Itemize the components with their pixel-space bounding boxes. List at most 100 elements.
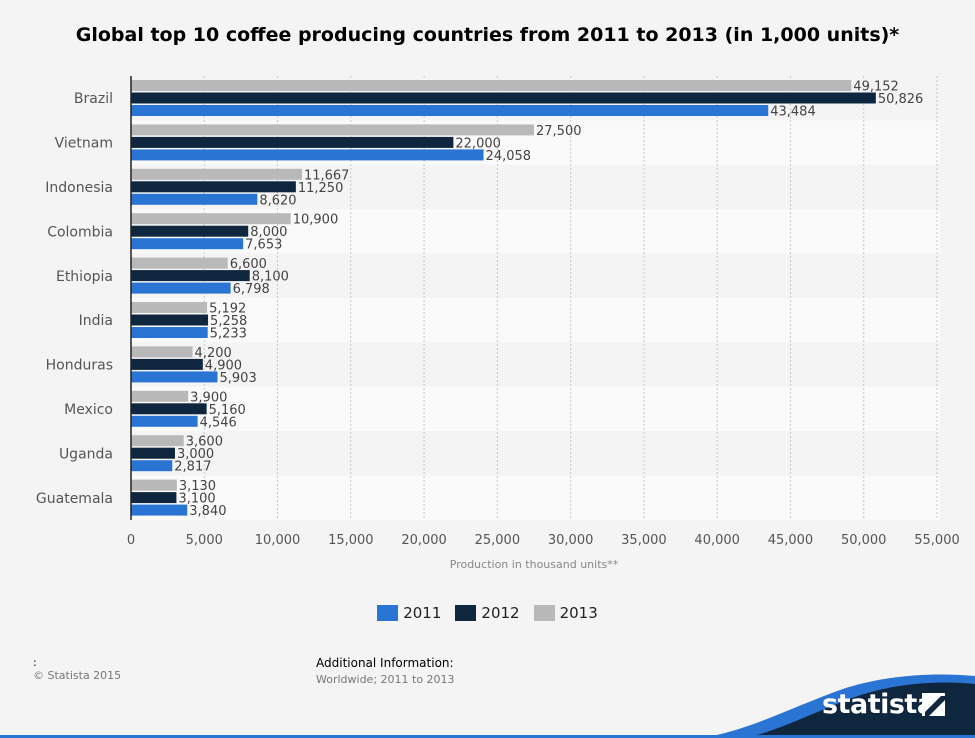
legend-label: 2013 [559, 604, 598, 622]
additional-info: Additional Information: Worldwide; 2011 … [316, 656, 455, 686]
bar-2013-colombia[interactable] [131, 213, 291, 225]
x-tick-label: 0 [127, 533, 135, 548]
data-label: 4,200 [195, 346, 232, 361]
bar-2013-india[interactable] [131, 302, 208, 313]
bar-2012-mexico[interactable] [131, 403, 207, 415]
data-label: 5,258 [210, 314, 247, 329]
category-label: Uganda [59, 446, 113, 462]
data-label: 11,667 [304, 168, 350, 183]
category-label: Vietnam [55, 136, 113, 152]
statista-logo-icon[interactable] [922, 693, 945, 716]
data-label: 43,484 [770, 105, 816, 120]
data-label: 4,900 [205, 358, 242, 373]
bar-2012-indonesia[interactable] [131, 181, 296, 193]
x-tick-label: 45,000 [768, 533, 814, 548]
data-label: 5,160 [209, 403, 246, 418]
x-tick-label: 50,000 [841, 533, 887, 548]
x-tick-label: 5,000 [186, 533, 223, 548]
bar-2012-uganda[interactable] [131, 447, 175, 459]
bar-2013-guatemala[interactable] [131, 479, 177, 491]
category-label: Guatemala [36, 491, 113, 507]
row-band [131, 431, 940, 476]
data-label: 24,058 [486, 149, 532, 164]
bar-2011-vietnam[interactable] [131, 149, 484, 161]
x-tick-label: 25,000 [475, 533, 521, 548]
chart-title: Global top 10 coffee producing countries… [75, 24, 900, 46]
additional-info-title: Additional Information: [316, 656, 454, 670]
legend-item-2011[interactable]: 2011 [377, 604, 441, 622]
row-band [131, 298, 940, 343]
data-label: 3,840 [189, 504, 226, 519]
bar-2011-india[interactable] [131, 327, 208, 338]
category-label: Ethiopia [56, 269, 113, 285]
x-tick-label: 55,000 [914, 533, 960, 548]
data-label: 11,250 [298, 181, 344, 196]
bar-2013-indonesia[interactable] [131, 168, 302, 180]
bar-2011-brazil[interactable] [131, 105, 769, 116]
bar-2011-indonesia[interactable] [131, 193, 258, 205]
data-label: 6,600 [230, 257, 267, 272]
bar-2012-guatemala[interactable] [131, 492, 177, 504]
data-label: 3,000 [177, 447, 214, 462]
x-tick-label: 30,000 [548, 533, 594, 548]
bar-2013-ethiopia[interactable] [131, 257, 228, 269]
bar-2013-honduras[interactable] [131, 346, 193, 358]
category-label: Brazil [74, 91, 113, 107]
bar-2011-guatemala[interactable] [131, 504, 188, 516]
legend-label: 2012 [481, 604, 520, 622]
category-label: Colombia [47, 224, 113, 240]
x-tick-label: 35,000 [621, 533, 667, 548]
bar-2013-mexico[interactable] [131, 390, 189, 402]
bar-2011-ethiopia[interactable] [131, 282, 231, 294]
x-tick-label: 40,000 [694, 533, 740, 548]
category-label: Honduras [46, 358, 113, 374]
bar-2011-honduras[interactable] [131, 371, 218, 383]
legend-swatch [455, 605, 477, 621]
data-label: 3,600 [186, 435, 223, 450]
x-tick-label: 15,000 [328, 533, 374, 548]
bar-2012-honduras[interactable] [131, 358, 203, 370]
x-tick-label: 20,000 [401, 533, 447, 548]
data-label: 4,546 [200, 415, 237, 430]
bar-2012-ethiopia[interactable] [131, 270, 250, 282]
bar-2012-brazil[interactable] [131, 92, 876, 104]
data-label: 3,900 [190, 390, 227, 405]
data-label: 10,900 [293, 213, 339, 228]
statista-logo-text[interactable]: statista [822, 689, 935, 720]
x-tick-label: 10,000 [255, 533, 301, 548]
legend-item-2013[interactable]: 2013 [533, 604, 598, 622]
category-label: India [79, 313, 113, 329]
bar-2011-mexico[interactable] [131, 415, 198, 427]
data-label: 5,192 [209, 302, 246, 317]
legend-swatch [377, 605, 399, 621]
bar-2012-colombia[interactable] [131, 225, 249, 237]
footer-colon: : [33, 656, 37, 669]
bar-2012-india[interactable] [131, 314, 209, 326]
bar-2013-vietnam[interactable] [131, 124, 534, 136]
data-label: 22,000 [455, 136, 501, 151]
row-band [131, 386, 940, 432]
bar-2013-uganda[interactable] [131, 435, 184, 447]
legend-swatch [533, 605, 555, 621]
bar-2012-vietnam[interactable] [131, 136, 454, 148]
row-band [131, 253, 940, 298]
legend-item-2012[interactable]: 2012 [455, 604, 520, 622]
data-label: 5,903 [220, 371, 257, 386]
legend-label: 2011 [403, 604, 442, 622]
chart-legend: 2011 2012 2013 [0, 604, 975, 622]
additional-info-text: Worldwide; 2011 to 2013 [316, 673, 455, 686]
bar-2011-colombia[interactable] [131, 238, 244, 250]
data-label: 3,130 [179, 479, 216, 494]
data-label: 50,826 [878, 92, 924, 107]
data-label: 8,000 [250, 225, 287, 240]
data-label: 8,100 [252, 270, 289, 285]
data-label: 49,152 [853, 80, 899, 95]
bar-2011-uganda[interactable] [131, 460, 173, 472]
data-label: 27,500 [536, 124, 582, 139]
bar-2013-brazil[interactable] [131, 80, 852, 91]
data-label: 5,233 [210, 327, 247, 342]
copyright-text[interactable]: © Statista 2015 [33, 669, 122, 682]
row-band [131, 475, 940, 520]
